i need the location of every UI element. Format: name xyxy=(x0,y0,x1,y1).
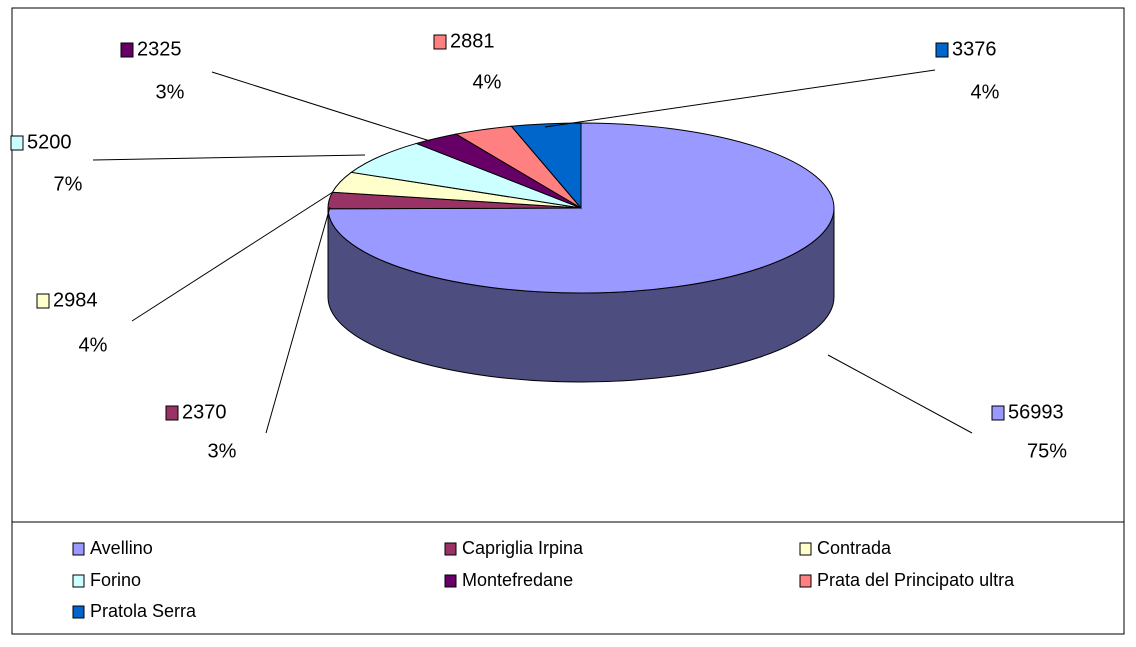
legend-label: Forino xyxy=(90,570,141,590)
percent-label: 3% xyxy=(208,440,237,462)
value-label: 5200 xyxy=(27,131,72,153)
value-label: 2325 xyxy=(137,38,182,60)
percent-label: 4% xyxy=(971,81,1000,103)
label-swatch xyxy=(992,406,1004,420)
label-swatch xyxy=(37,294,49,308)
legend-swatch xyxy=(73,606,84,618)
legend-swatch xyxy=(73,575,84,587)
legend-label: Capriglia Irpina xyxy=(462,538,584,558)
label-swatch xyxy=(936,43,948,57)
legend-swatch xyxy=(445,575,456,587)
legend-swatch xyxy=(445,543,456,555)
percent-label: 75% xyxy=(1027,440,1067,462)
value-label: 56993 xyxy=(1008,401,1064,423)
percent-label: 7% xyxy=(54,173,83,195)
value-label: 3376 xyxy=(952,38,997,60)
legend-label: Contrada xyxy=(817,538,892,558)
label-swatch xyxy=(121,43,133,57)
percent-label: 3% xyxy=(156,81,185,103)
legend-label: Prata del Principato ultra xyxy=(817,570,1015,590)
percent-label: 4% xyxy=(473,71,502,93)
value-label: 2984 xyxy=(53,289,98,311)
legend-swatch xyxy=(73,543,84,555)
label-swatch xyxy=(434,35,446,49)
legend-label: Pratola Serra xyxy=(90,601,197,621)
label-swatch xyxy=(11,136,23,150)
value-label: 2881 xyxy=(450,30,495,52)
legend-swatch xyxy=(800,543,811,555)
percent-label: 4% xyxy=(79,334,108,356)
label-swatch xyxy=(166,406,178,420)
legend-label: Avellino xyxy=(90,538,153,558)
value-label: 2370 xyxy=(182,401,227,423)
legend-label: Montefredane xyxy=(462,570,573,590)
legend-swatch xyxy=(800,575,811,587)
